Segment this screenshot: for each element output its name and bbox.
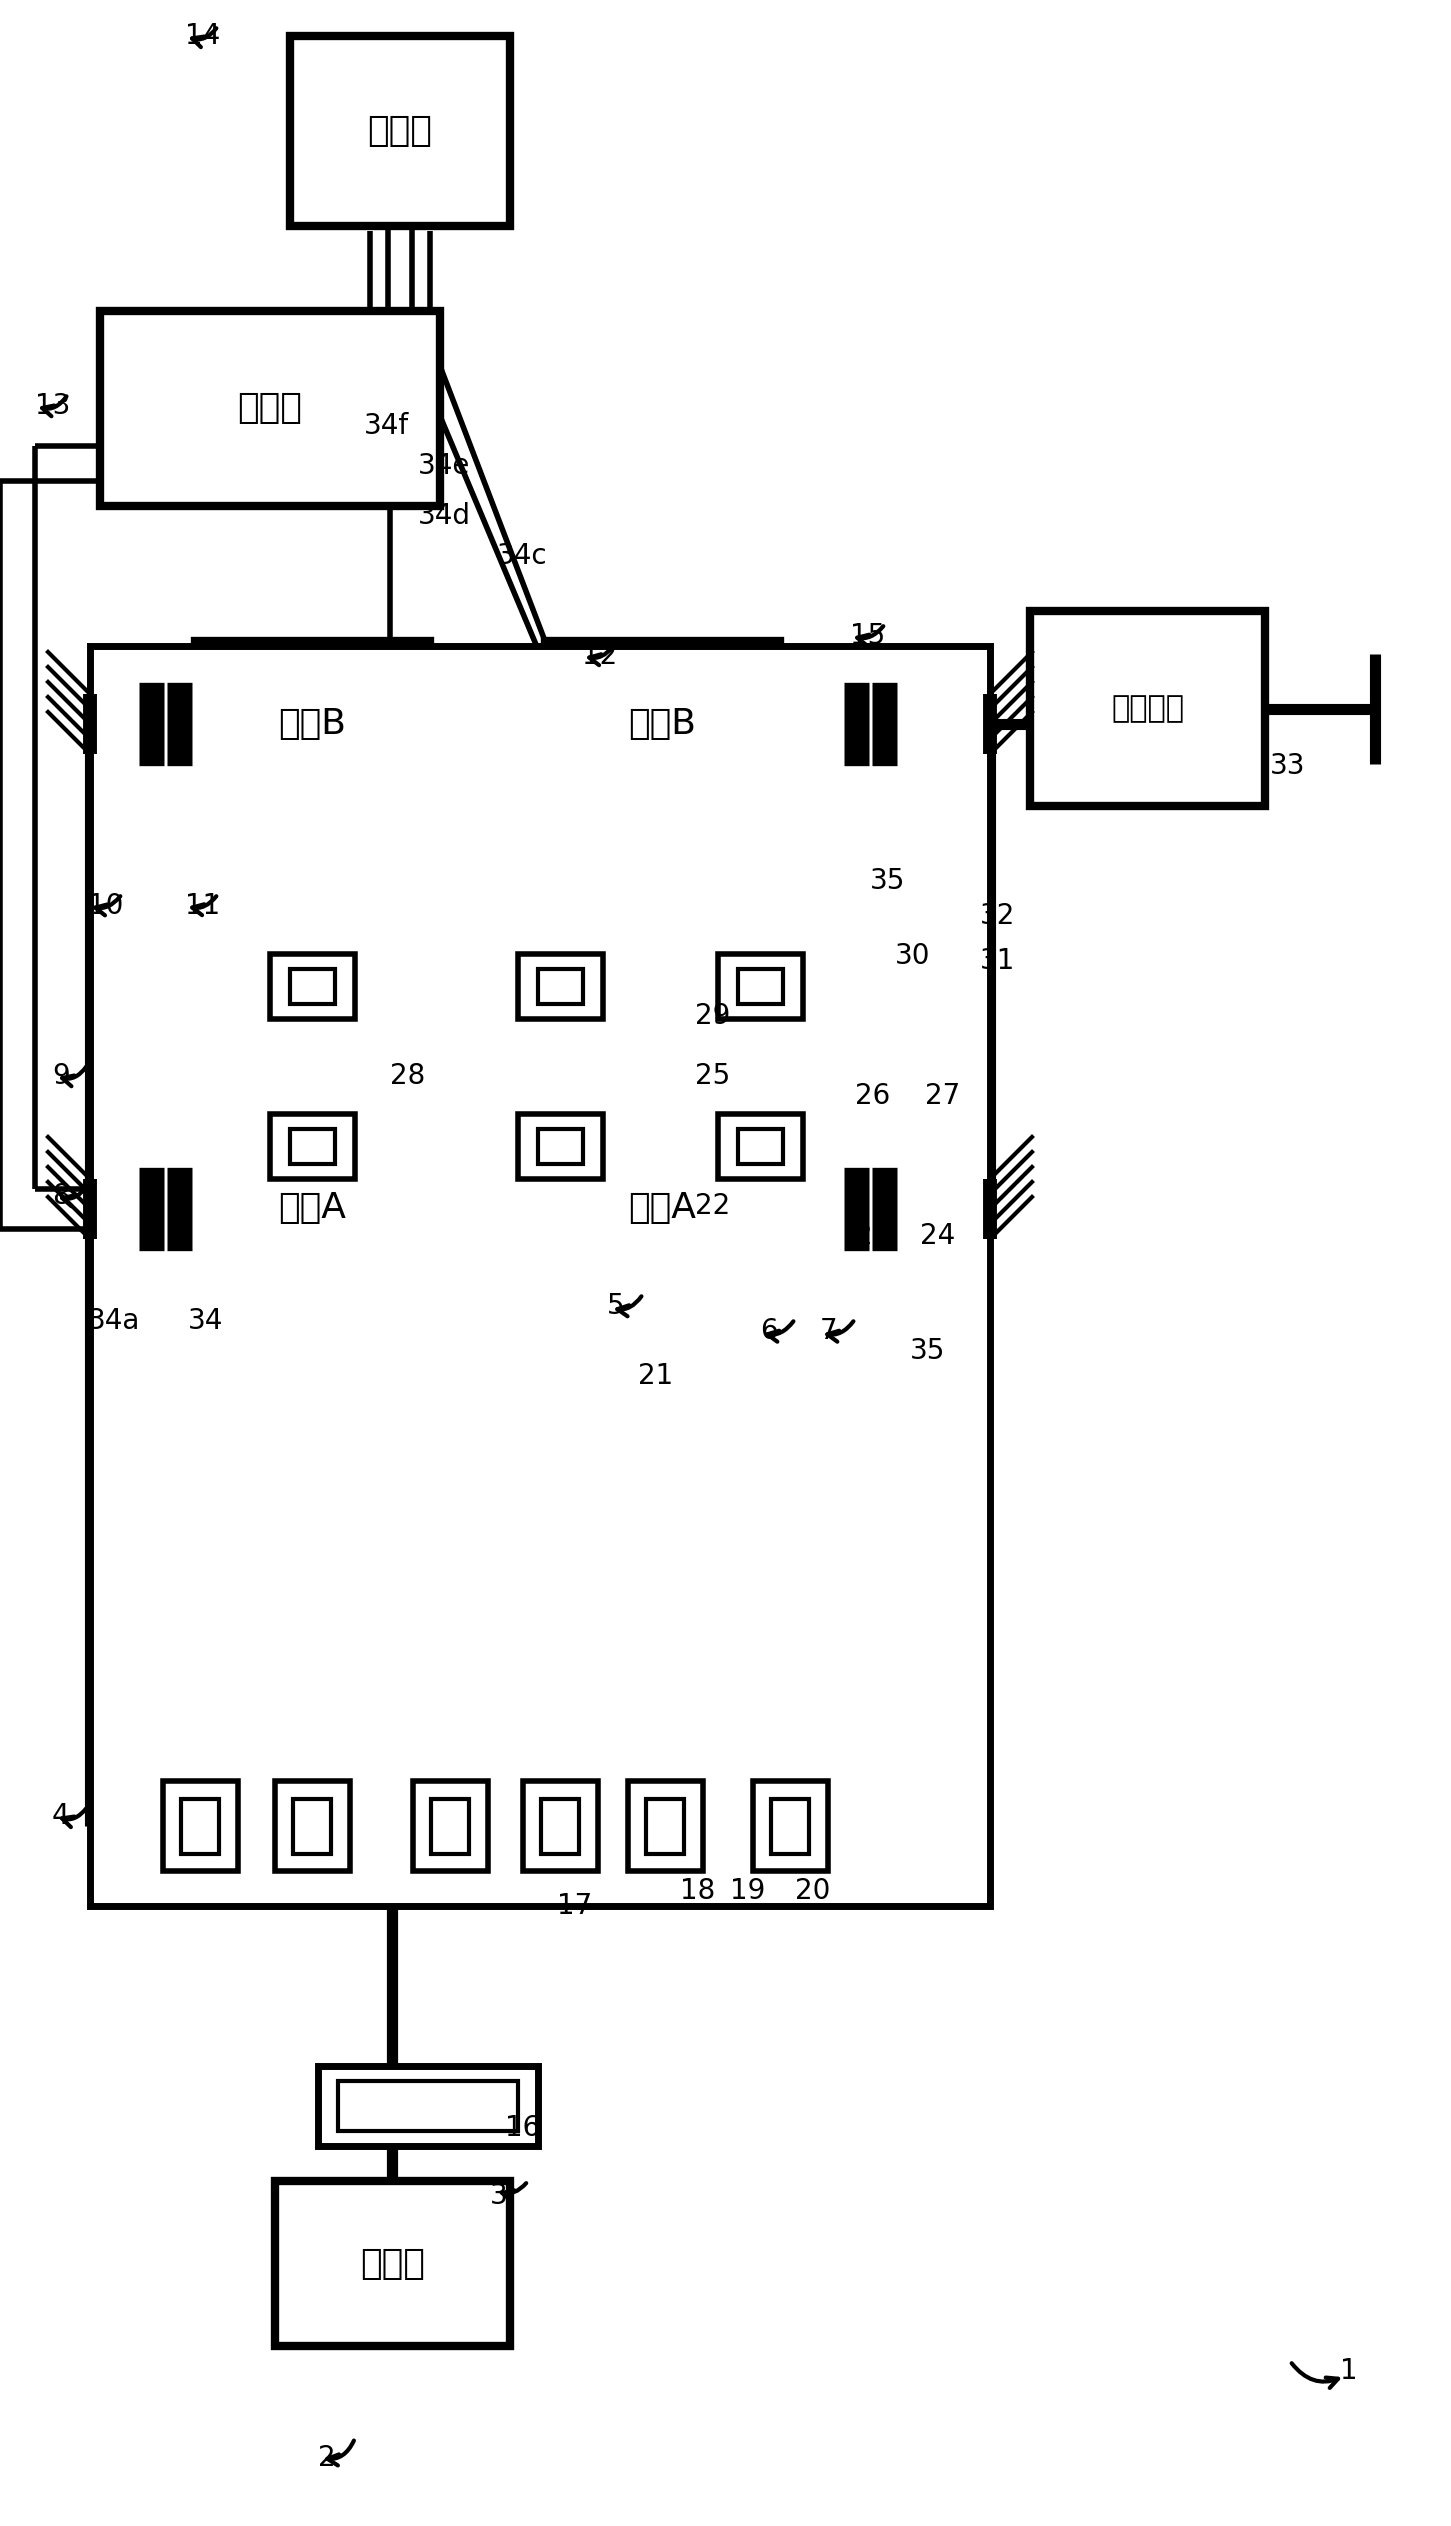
FancyBboxPatch shape: [546, 642, 781, 806]
FancyBboxPatch shape: [431, 1799, 469, 1854]
Text: 23: 23: [855, 1223, 891, 1250]
FancyBboxPatch shape: [518, 952, 602, 1018]
FancyBboxPatch shape: [627, 1781, 702, 1872]
Text: 11: 11: [184, 892, 221, 919]
FancyArrowPatch shape: [589, 647, 614, 664]
FancyBboxPatch shape: [717, 1114, 802, 1180]
Text: 18: 18: [681, 1877, 715, 1905]
FancyArrowPatch shape: [858, 626, 884, 647]
Text: 28: 28: [390, 1061, 425, 1091]
Text: 10: 10: [89, 892, 123, 919]
FancyBboxPatch shape: [276, 2180, 509, 2347]
FancyArrowPatch shape: [42, 397, 67, 417]
Text: 35: 35: [871, 866, 905, 894]
Text: 7: 7: [820, 1316, 837, 1344]
Text: 电机B: 电机B: [628, 707, 696, 740]
FancyBboxPatch shape: [338, 2081, 518, 2132]
Text: 19: 19: [730, 1877, 765, 1905]
FancyArrowPatch shape: [62, 1066, 87, 1086]
Text: 25: 25: [695, 1061, 730, 1091]
FancyBboxPatch shape: [537, 1129, 582, 1164]
FancyArrowPatch shape: [827, 1321, 853, 1341]
FancyBboxPatch shape: [717, 952, 802, 1018]
Text: 3: 3: [490, 2182, 508, 2210]
Text: 1: 1: [1341, 2357, 1358, 2385]
Text: 34: 34: [189, 1306, 223, 1336]
Text: 34e: 34e: [418, 452, 470, 480]
Text: 26: 26: [855, 1081, 891, 1109]
FancyBboxPatch shape: [100, 311, 440, 505]
Text: 24: 24: [920, 1223, 955, 1250]
FancyArrowPatch shape: [62, 1809, 87, 1826]
Text: 14: 14: [184, 23, 221, 51]
FancyArrowPatch shape: [96, 897, 120, 914]
FancyArrowPatch shape: [768, 1321, 794, 1341]
FancyArrowPatch shape: [193, 897, 216, 914]
Text: 33: 33: [1270, 753, 1306, 781]
Text: 蓄电池: 蓄电池: [367, 114, 432, 149]
Text: 21: 21: [638, 1362, 673, 1389]
Text: 4: 4: [52, 1801, 70, 1829]
Text: 29: 29: [695, 1003, 730, 1031]
FancyBboxPatch shape: [753, 1781, 827, 1872]
FancyBboxPatch shape: [737, 1129, 782, 1164]
FancyBboxPatch shape: [1030, 611, 1265, 806]
Text: 电机A: 电机A: [279, 1192, 347, 1225]
Text: 16: 16: [505, 2114, 540, 2142]
Text: 32: 32: [979, 902, 1016, 930]
Text: 27: 27: [924, 1081, 961, 1109]
FancyBboxPatch shape: [518, 1114, 602, 1180]
Text: 电机A: 电机A: [628, 1192, 696, 1225]
FancyBboxPatch shape: [270, 952, 354, 1018]
FancyBboxPatch shape: [90, 647, 990, 1907]
Text: 2: 2: [318, 2445, 335, 2473]
Text: 电机B: 电机B: [279, 707, 347, 740]
Text: 控制器: 控制器: [238, 392, 302, 424]
Text: 6: 6: [760, 1316, 778, 1344]
Text: 31: 31: [979, 947, 1016, 975]
FancyArrowPatch shape: [502, 2182, 527, 2200]
FancyBboxPatch shape: [290, 35, 509, 225]
Text: 13: 13: [35, 392, 71, 419]
FancyBboxPatch shape: [290, 1129, 335, 1164]
FancyBboxPatch shape: [194, 1127, 429, 1291]
FancyArrowPatch shape: [62, 1187, 87, 1207]
Text: 发动机: 发动机: [360, 2246, 425, 2281]
FancyBboxPatch shape: [541, 1799, 579, 1854]
FancyBboxPatch shape: [646, 1799, 683, 1854]
Text: 8: 8: [52, 1182, 70, 1210]
FancyBboxPatch shape: [546, 1127, 781, 1291]
FancyArrowPatch shape: [328, 2440, 354, 2465]
FancyArrowPatch shape: [192, 28, 216, 48]
Text: 30: 30: [895, 942, 930, 970]
FancyBboxPatch shape: [737, 967, 782, 1003]
FancyBboxPatch shape: [412, 1781, 488, 1872]
FancyArrowPatch shape: [1291, 2364, 1338, 2387]
Text: 12: 12: [582, 642, 617, 669]
Text: 20: 20: [795, 1877, 830, 1905]
FancyBboxPatch shape: [181, 1799, 219, 1854]
FancyBboxPatch shape: [270, 1114, 354, 1180]
Text: 22: 22: [695, 1192, 730, 1220]
FancyArrowPatch shape: [617, 1296, 641, 1316]
Text: 17: 17: [557, 1892, 592, 1920]
Text: 34c: 34c: [498, 543, 547, 571]
Text: 15: 15: [850, 621, 885, 649]
Text: 34f: 34f: [364, 412, 409, 440]
FancyBboxPatch shape: [522, 1781, 598, 1872]
FancyBboxPatch shape: [318, 2066, 538, 2147]
Text: 34d: 34d: [418, 503, 472, 530]
FancyBboxPatch shape: [293, 1799, 331, 1854]
FancyBboxPatch shape: [274, 1781, 350, 1872]
Text: 5: 5: [607, 1291, 624, 1321]
FancyBboxPatch shape: [290, 967, 335, 1003]
FancyBboxPatch shape: [163, 1781, 238, 1872]
FancyBboxPatch shape: [770, 1799, 810, 1854]
Text: 35: 35: [910, 1336, 946, 1364]
Text: 9: 9: [52, 1061, 70, 1091]
FancyBboxPatch shape: [537, 967, 582, 1003]
FancyBboxPatch shape: [194, 642, 429, 806]
Text: 34a: 34a: [89, 1306, 141, 1336]
Text: 主减速器: 主减速器: [1111, 695, 1184, 722]
